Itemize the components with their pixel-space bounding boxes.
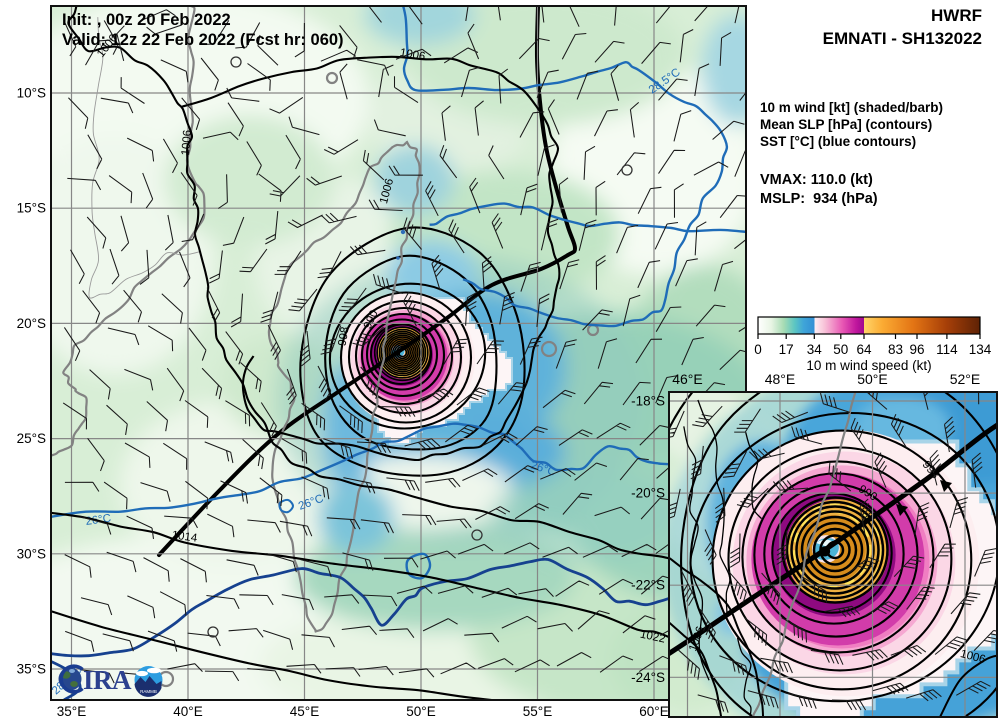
svg-text:HWRF: HWRF xyxy=(931,6,982,25)
svg-text:35°S: 35°S xyxy=(17,662,46,677)
svg-text:30°S: 30°S xyxy=(17,546,46,561)
svg-text:10 m wind [kt] (shaded/barb): 10 m wind [kt] (shaded/barb) xyxy=(760,100,943,115)
svg-text:17: 17 xyxy=(779,342,794,357)
svg-text:VMAX: 110.0 (kt): VMAX: 110.0 (kt) xyxy=(760,172,873,188)
svg-text:48°E: 48°E xyxy=(765,371,796,387)
svg-text:34: 34 xyxy=(807,342,823,357)
svg-text:50°E: 50°E xyxy=(406,704,435,719)
svg-text:50°E: 50°E xyxy=(857,371,888,387)
svg-text:1014: 1014 xyxy=(171,529,199,545)
svg-text:-22°S: -22°S xyxy=(631,578,665,593)
svg-text:35°E: 35°E xyxy=(57,704,86,719)
svg-text:Valid: 12z 22 Feb 2022 (Fcst h: Valid: 12z 22 Feb 2022 (Fcst hr: 060) xyxy=(62,31,344,49)
svg-text:50: 50 xyxy=(833,342,848,357)
svg-text:25°S: 25°S xyxy=(17,431,46,446)
svg-text:-20°S: -20°S xyxy=(631,486,665,501)
svg-text:55°E: 55°E xyxy=(523,704,552,719)
svg-text:45°E: 45°E xyxy=(290,704,319,719)
svg-text:64: 64 xyxy=(856,342,872,357)
svg-text:-18°S: -18°S xyxy=(631,394,665,409)
svg-text:1006: 1006 xyxy=(180,129,194,156)
svg-text:Mean SLP [hPa] (contours): Mean SLP [hPa] (contours) xyxy=(760,117,932,132)
svg-text:MSLP: 934 (hPa): MSLP: 934 (hPa) xyxy=(760,191,878,207)
svg-text:RAMMB: RAMMB xyxy=(140,689,157,694)
svg-text:52°E: 52°E xyxy=(950,371,981,387)
svg-text:SST [°C] (blue contours): SST [°C] (blue contours) xyxy=(760,134,916,149)
svg-text:10°S: 10°S xyxy=(17,86,46,101)
svg-text:EMNATI - SH132022: EMNATI - SH132022 xyxy=(823,29,982,48)
svg-text:20°S: 20°S xyxy=(17,316,46,331)
svg-text:114: 114 xyxy=(936,342,958,357)
svg-text:46°E: 46°E xyxy=(672,371,703,387)
svg-text:15°S: 15°S xyxy=(17,201,46,216)
svg-text:IRA: IRA xyxy=(83,665,132,695)
svg-text:40°E: 40°E xyxy=(173,704,202,719)
svg-text:1006: 1006 xyxy=(399,47,426,63)
svg-text:10 m wind speed (kt): 10 m wind speed (kt) xyxy=(806,358,931,373)
svg-text:0: 0 xyxy=(754,342,762,357)
svg-text:60°E: 60°E xyxy=(639,704,668,719)
svg-text:-24°S: -24°S xyxy=(631,670,665,685)
svg-text:Init: , 00z 20 Feb 2022: Init: , 00z 20 Feb 2022 xyxy=(62,11,231,29)
svg-text:134: 134 xyxy=(969,342,992,357)
svg-text:96: 96 xyxy=(909,342,924,357)
svg-text:83: 83 xyxy=(888,342,903,357)
svg-text:998: 998 xyxy=(336,326,351,347)
svg-text:1022: 1022 xyxy=(639,629,667,646)
